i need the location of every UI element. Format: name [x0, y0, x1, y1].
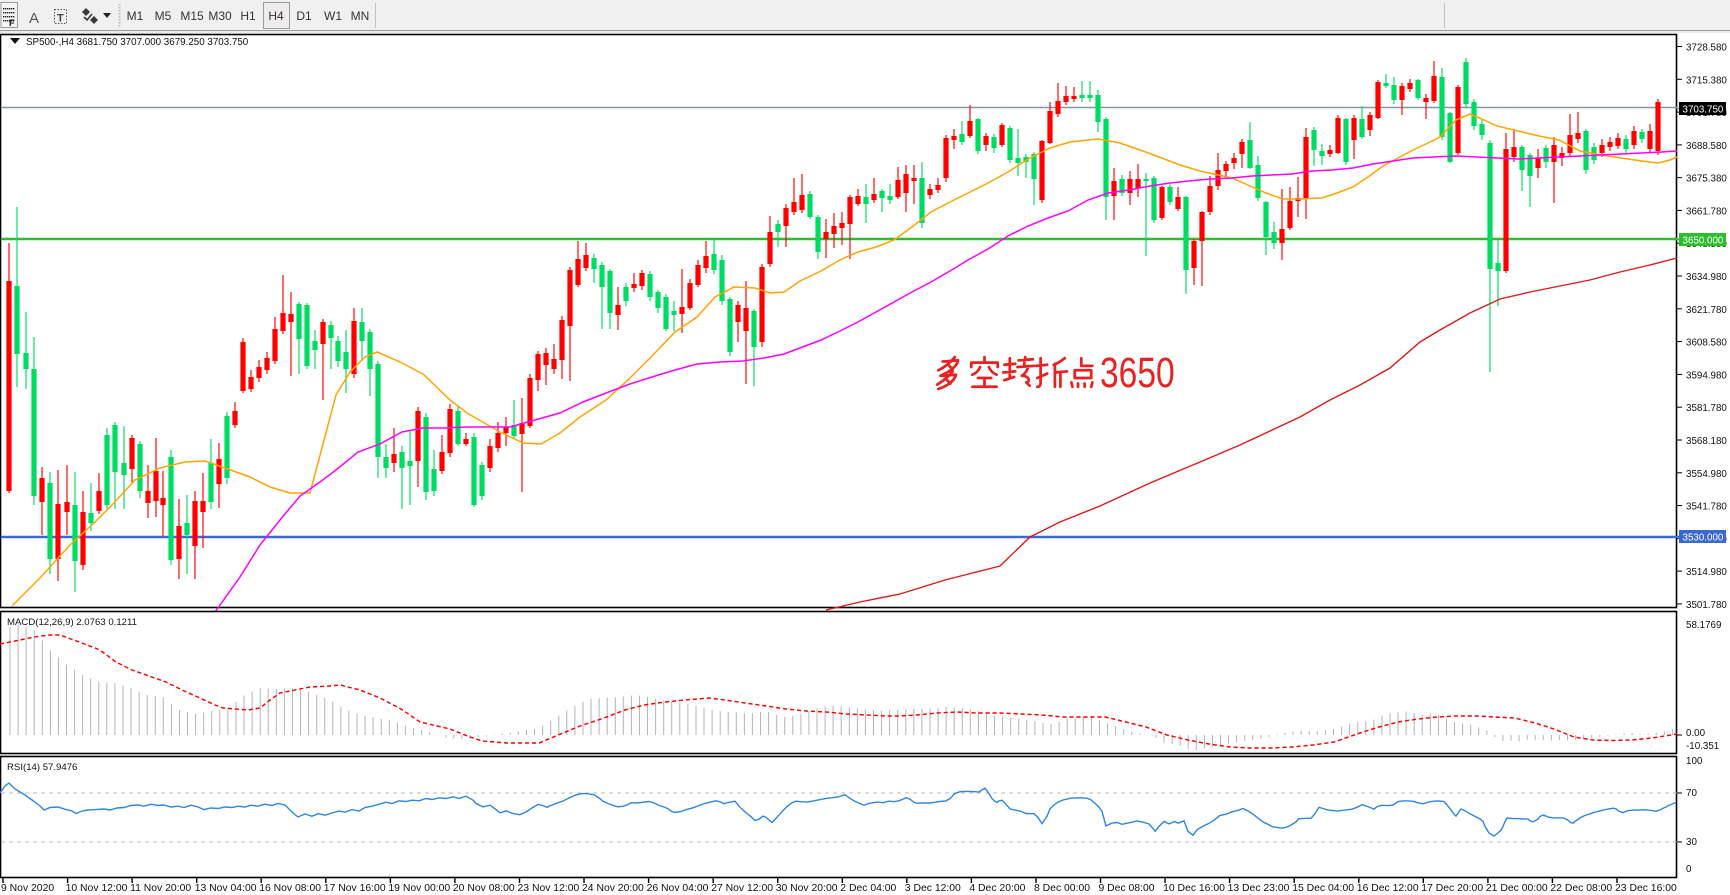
svg-text:3650: 3650 [1100, 349, 1175, 397]
svg-text:2 Dec 04:00: 2 Dec 04:00 [840, 883, 896, 894]
svg-text:H4: H4 [268, 9, 284, 23]
svg-text:3621.780: 3621.780 [1686, 305, 1727, 316]
svg-text:3514.980: 3514.980 [1686, 567, 1727, 578]
svg-text:3 Dec 12:00: 3 Dec 12:00 [905, 883, 961, 894]
svg-text:30 Nov 20:00: 30 Nov 20:00 [776, 883, 838, 894]
svg-text:3541.780: 3541.780 [1686, 502, 1727, 513]
svg-text:30: 30 [1686, 837, 1697, 848]
svg-text:3703.750: 3703.750 [1683, 105, 1724, 116]
svg-text:T: T [57, 13, 64, 25]
svg-text:3634.980: 3634.980 [1686, 272, 1727, 283]
svg-text:M5: M5 [155, 9, 172, 23]
svg-text:16 Dec 12:00: 16 Dec 12:00 [1357, 883, 1419, 894]
svg-text:M15: M15 [180, 9, 204, 23]
svg-text:17 Dec 20:00: 17 Dec 20:00 [1421, 883, 1483, 894]
svg-text:13 Nov 04:00: 13 Nov 04:00 [195, 883, 257, 894]
svg-text:3650.000: 3650.000 [1683, 236, 1724, 247]
svg-text:3530.000: 3530.000 [1683, 533, 1724, 544]
svg-text:RSI(14) 57.9476: RSI(14) 57.9476 [7, 762, 77, 773]
svg-text:SP500-,H4 3681.750 3707.000 3: SP500-,H4 3681.750 3707.000 3679.250 370… [26, 37, 249, 48]
svg-text:15 Dec 04:00: 15 Dec 04:00 [1292, 883, 1354, 894]
svg-text:3675.380: 3675.380 [1686, 174, 1727, 185]
svg-text:9 Nov 2020: 9 Nov 2020 [1, 883, 54, 894]
svg-text:3581.780: 3581.780 [1686, 403, 1727, 414]
svg-text:A: A [29, 10, 39, 27]
svg-text:23 Dec 16:00: 23 Dec 16:00 [1615, 883, 1677, 894]
svg-text:3715.380: 3715.380 [1686, 75, 1727, 86]
svg-text:3501.780: 3501.780 [1686, 600, 1727, 611]
svg-text:100: 100 [1686, 756, 1703, 767]
svg-text:3554.980: 3554.980 [1686, 469, 1727, 480]
svg-text:D1: D1 [296, 9, 312, 23]
svg-text:3728.580: 3728.580 [1686, 43, 1727, 54]
svg-text:3608.580: 3608.580 [1686, 338, 1727, 349]
svg-text:M30: M30 [208, 9, 232, 23]
svg-text:H1: H1 [240, 9, 256, 23]
svg-text:24 Nov 20:00: 24 Nov 20:00 [582, 883, 644, 894]
svg-text:23 Nov 12:00: 23 Nov 12:00 [518, 883, 580, 894]
svg-text:3688.580: 3688.580 [1686, 141, 1727, 152]
svg-text:19 Nov 00:00: 19 Nov 00:00 [388, 883, 450, 894]
svg-text:13 Dec 23:00: 13 Dec 23:00 [1228, 883, 1290, 894]
svg-text:F: F [9, 18, 15, 28]
svg-text:3594.980: 3594.980 [1686, 370, 1727, 381]
svg-text:M1: M1 [127, 9, 144, 23]
svg-text:22 Dec 08:00: 22 Dec 08:00 [1550, 883, 1612, 894]
svg-text:27 Nov 12:00: 27 Nov 12:00 [711, 883, 773, 894]
svg-text:16 Nov 08:00: 16 Nov 08:00 [259, 883, 321, 894]
svg-text:3568.180: 3568.180 [1686, 436, 1727, 447]
svg-text:10 Dec 16:00: 10 Dec 16:00 [1163, 883, 1225, 894]
svg-text:70: 70 [1686, 788, 1697, 799]
svg-text:0.00: 0.00 [1686, 728, 1706, 739]
svg-text:58.1769: 58.1769 [1686, 620, 1721, 631]
svg-text:4 Dec 20:00: 4 Dec 20:00 [969, 883, 1025, 894]
svg-text:9 Dec 08:00: 9 Dec 08:00 [1099, 883, 1155, 894]
svg-text:10 Nov 12:00: 10 Nov 12:00 [66, 883, 128, 894]
svg-text:MACD(12,26,9) 2.0763 0.1211: MACD(12,26,9) 2.0763 0.1211 [7, 617, 137, 628]
svg-text:MN: MN [351, 9, 370, 23]
svg-text:11 Nov 20:00: 11 Nov 20:00 [130, 883, 191, 894]
svg-text:20 Nov 08:00: 20 Nov 08:00 [453, 883, 515, 894]
svg-text:0: 0 [1686, 864, 1692, 875]
svg-text:-10.351: -10.351 [1686, 741, 1719, 752]
svg-text:21 Dec 00:00: 21 Dec 00:00 [1486, 883, 1548, 894]
svg-text:8 Dec 00:00: 8 Dec 00:00 [1034, 883, 1090, 894]
svg-text:W1: W1 [324, 9, 342, 23]
svg-text:3661.780: 3661.780 [1686, 206, 1727, 217]
svg-text:26 Nov 04:00: 26 Nov 04:00 [647, 883, 709, 894]
svg-text:17 Nov 16:00: 17 Nov 16:00 [324, 883, 386, 894]
